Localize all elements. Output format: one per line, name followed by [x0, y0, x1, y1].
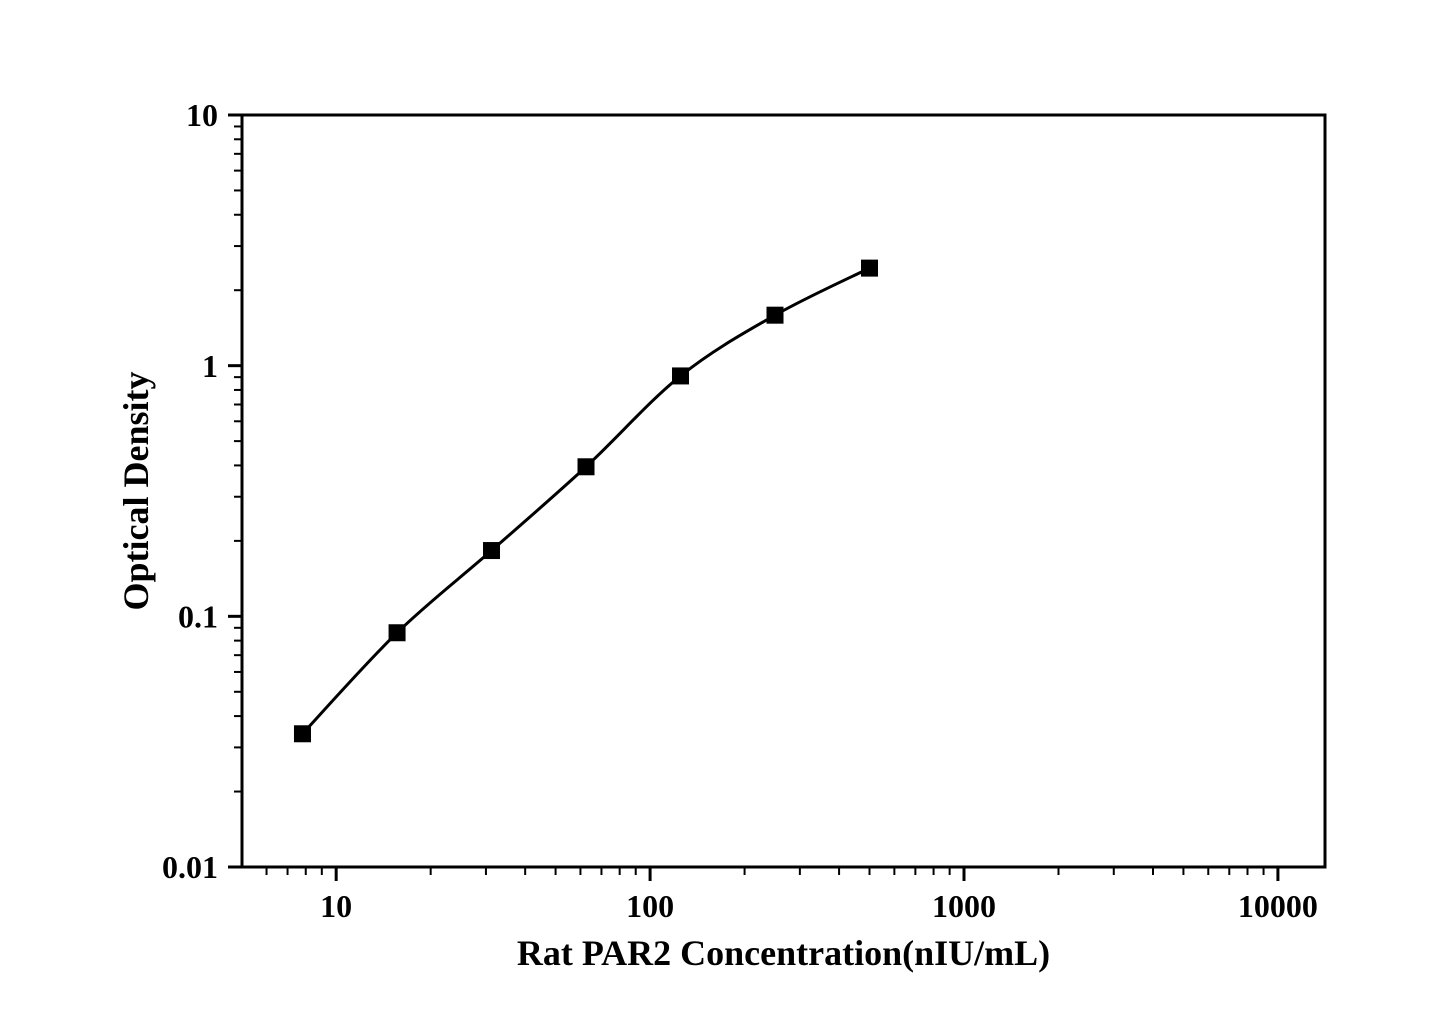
- data-point-marker: [862, 260, 878, 276]
- y-tick-label: 0.01: [162, 849, 218, 885]
- data-point-marker: [578, 459, 594, 475]
- y-tick-label: 10: [186, 97, 218, 133]
- plot-frame: [242, 115, 1325, 867]
- data-point-marker: [389, 625, 405, 641]
- data-point-marker: [294, 726, 310, 742]
- y-axis-title: Optical Density: [116, 372, 156, 611]
- data-point-marker: [767, 307, 783, 323]
- chart-svg: 10 100 1000 10000 0.01 0.1 1 10 Rat PAR2 Concent…: [0, 0, 1445, 1009]
- y-tick-label: 1: [202, 348, 218, 384]
- x-tick-label: 1000: [932, 888, 996, 924]
- data-point-marker: [673, 368, 689, 384]
- x-tick-label: 10000: [1238, 888, 1318, 924]
- x-tick-label: 100: [626, 888, 674, 924]
- y-tick-label: 0.1: [178, 599, 218, 635]
- chart-container: 10 100 1000 10000 0.01 0.1 1 10 Rat PAR2 Concent…: [0, 0, 1445, 1009]
- series-line: [302, 268, 869, 734]
- x-axis-title: Rat PAR2 Concentration(nIU/mL): [517, 933, 1050, 973]
- data-point-marker: [484, 543, 500, 559]
- x-tick-label: 10: [320, 888, 352, 924]
